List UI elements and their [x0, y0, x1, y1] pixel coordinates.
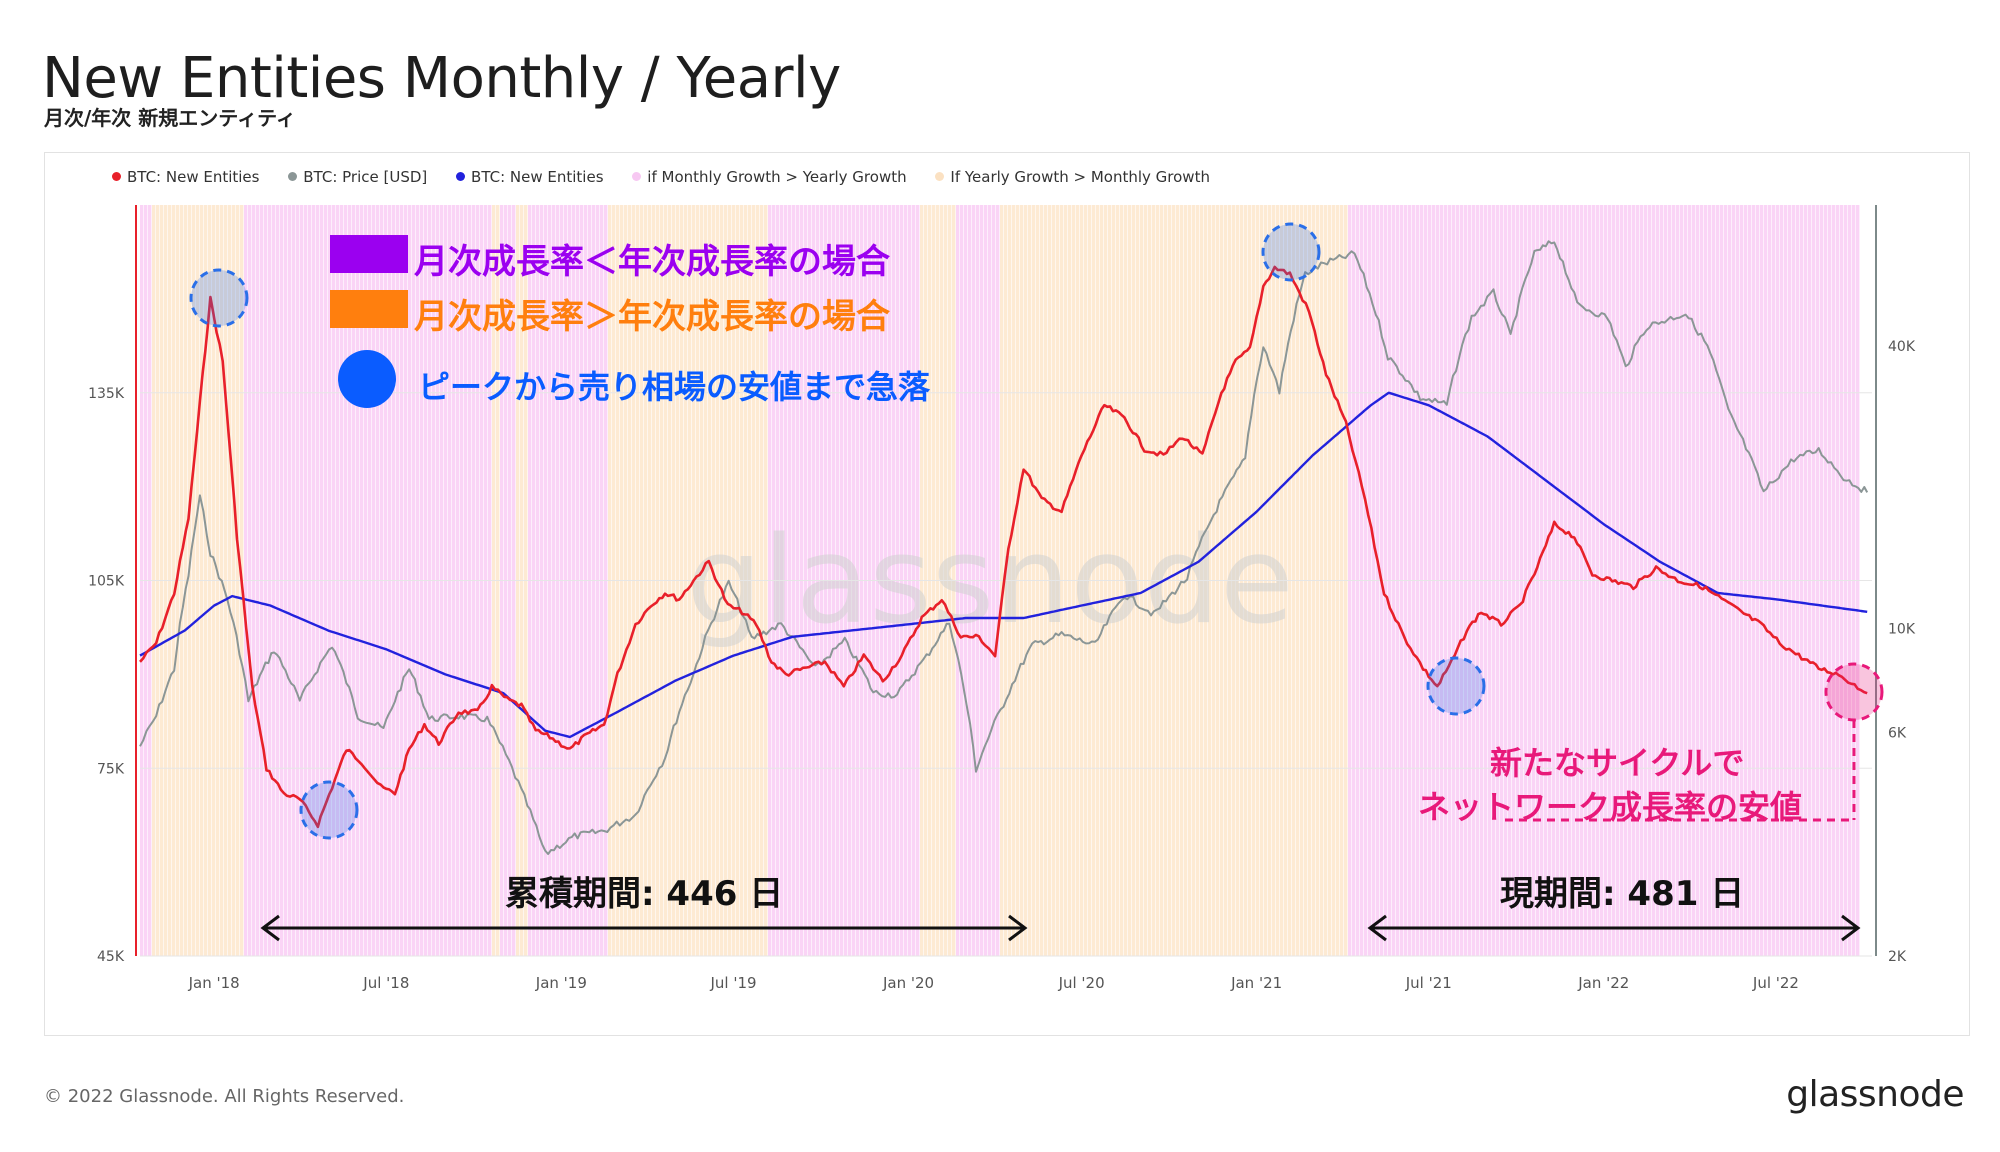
current-arrow-right-head-icon	[1841, 914, 1861, 942]
current-low-circle	[1824, 662, 1884, 722]
legend-label: If Yearly Growth > Monthly Growth	[950, 168, 1210, 186]
peak-circle-2017	[189, 268, 249, 328]
legend-label: BTC: Price [USD]	[303, 168, 428, 186]
orange-swatch	[330, 290, 408, 328]
new-entities-line	[139, 265, 1868, 829]
y-left-tick-label: 45K	[97, 949, 125, 965]
current-period-label: 現期間: 481 日	[1500, 874, 1745, 914]
x-tick-label: Jul '21	[1405, 974, 1452, 992]
series-lines	[139, 240, 1869, 855]
x-tick-label: Jan '21	[1230, 974, 1282, 992]
legend-item-new-entities-blue[interactable]: BTC: New Entities	[456, 168, 604, 186]
x-tick-label: Jul '22	[1752, 974, 1799, 992]
x-tick-label: Jan '20	[882, 974, 934, 992]
purple-annotation: 月次成長率＜年次成長率の場合	[414, 242, 890, 282]
legend-item-yearly-growth[interactable]: If Yearly Growth > Monthly Growth	[935, 168, 1210, 186]
low-circle-2021	[1426, 656, 1486, 716]
grid-lines	[140, 392, 1872, 957]
legend-label: BTC: New Entities	[471, 168, 604, 186]
watermark: glassnode	[686, 512, 1294, 651]
orange-annotation: 月次成長率＞年次成長率の場合	[414, 297, 890, 337]
legend-item-monthly-growth[interactable]: if Monthly Growth > Yearly Growth	[632, 168, 907, 186]
y-right-tick-label: 10K	[1888, 621, 1916, 637]
y-right-tick-label: 2K	[1888, 949, 1907, 965]
new-entities-average-line	[139, 391, 1868, 739]
axes: 45K 75K 105K 135K 2K 6K 10K 40K Jan '18 Jul '18 Ja…	[88, 205, 1916, 992]
legend-item-new-entities-red[interactable]: BTC: New Entities	[112, 168, 259, 186]
legend-label: BTC: New Entities	[127, 168, 260, 186]
legend-dot-grey-icon	[288, 172, 298, 181]
legend-dot-red-icon	[112, 172, 121, 181]
y-right-tick-label: 6K	[1888, 725, 1907, 741]
purple-swatch	[330, 235, 408, 273]
legend-label: if Monthly Growth > Yearly Growth	[647, 168, 907, 186]
price-line	[139, 240, 1869, 855]
legend-dot-blue-icon	[456, 172, 466, 181]
annotation-overlay	[189, 222, 1884, 942]
y-left-tick-label: 135K	[88, 386, 125, 402]
x-tick-label: Jan '19	[535, 974, 587, 992]
accumulation-arrow-left-head-icon	[260, 914, 280, 942]
low-circle-2018	[299, 780, 359, 840]
y-left-tick-label: 75K	[97, 761, 125, 777]
x-tick-label: Jul '18	[362, 974, 409, 992]
legend-dot-pink-icon	[632, 172, 642, 181]
page-subtitle: 月次/年次 新規エンティティ	[44, 106, 296, 130]
chart-legend: BTC: New Entities BTC: Price [USD] BTC: …	[112, 168, 1234, 186]
current-arrow-left-head-icon	[1367, 914, 1387, 942]
peak-circle-2021	[1261, 222, 1321, 282]
brand-logo: glassnode	[1786, 1074, 1964, 1115]
legend-dot-peach-icon	[935, 172, 945, 181]
accumulation-period-label: 累積期間: 446 日	[505, 874, 784, 914]
copyright: © 2022 Glassnode. All Rights Reserved.	[44, 1086, 405, 1107]
y-left-tick-label: 105K	[88, 574, 125, 590]
blue-dot-icon	[338, 350, 396, 408]
accumulation-arrow-right-head-icon	[1008, 914, 1028, 942]
legend-item-price[interactable]: BTC: Price [USD]	[288, 168, 427, 186]
x-tick-label: Jul '19	[709, 974, 756, 992]
blue-annotation: ピークから売り相場の安値まで急落	[418, 368, 931, 406]
new-cycle-label-line2: ネットワーク成長率の安値	[1418, 788, 1803, 826]
new-cycle-label-line1: 新たなサイクルで	[1490, 744, 1745, 782]
x-tick-label: Jan '22	[1577, 974, 1629, 992]
x-tick-label: Jan '18	[188, 974, 240, 992]
y-right-tick-label: 40K	[1888, 339, 1916, 355]
page-title: New Entities Monthly / Yearly	[42, 46, 841, 111]
x-tick-label: Jul '20	[1058, 974, 1105, 992]
